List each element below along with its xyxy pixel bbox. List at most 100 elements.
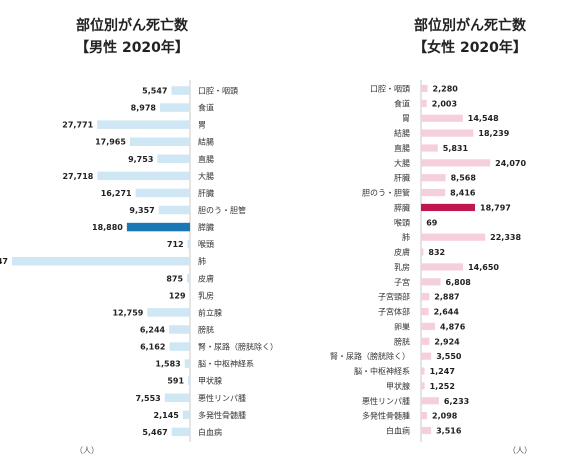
female-category-label: 膀胱 xyxy=(394,336,410,346)
male-bar xyxy=(129,137,190,146)
female-value-label: 1,247 xyxy=(430,367,455,376)
male-bar xyxy=(184,359,190,368)
male-value-label: 129 xyxy=(169,291,186,300)
male-bar xyxy=(171,427,190,437)
male-category-label: 甲状腺 xyxy=(198,376,222,386)
male-category-label: 胃 xyxy=(198,121,206,130)
female-category-label: 食道 xyxy=(394,98,410,108)
female-category-label: 腎・尿路（膀胱除く） xyxy=(330,351,410,361)
female-category-label: 口腔・咽頭 xyxy=(370,84,410,94)
male-category-label: 膀胱 xyxy=(198,324,214,334)
female-value-label: 14,650 xyxy=(468,263,499,272)
female-bar xyxy=(421,412,428,420)
female-value-label: 4,876 xyxy=(440,322,466,331)
female-bar xyxy=(421,174,446,182)
male-subtitle: 【男性 2020年】 xyxy=(75,39,189,56)
female-value-label: 18,797 xyxy=(480,203,511,212)
female-category-label: 皮膚 xyxy=(394,247,410,257)
male-category-label: 肝臓 xyxy=(198,188,214,198)
female-bar xyxy=(421,367,425,375)
female-unit-label: （人） xyxy=(508,446,532,455)
male-value-label: 27,718 xyxy=(62,172,93,181)
male-value-label: 27,771 xyxy=(62,121,93,130)
female-bar xyxy=(421,84,428,93)
female-bar xyxy=(421,352,432,360)
female-bar xyxy=(421,188,446,197)
male-bar xyxy=(157,154,190,164)
male-value-label: 591 xyxy=(167,377,184,386)
male-value-label: 6,244 xyxy=(140,325,166,334)
male-category-label: 悪性リンパ腫 xyxy=(198,393,246,403)
female-value-label: 5,831 xyxy=(443,144,469,153)
male-value-label: 53,247 xyxy=(0,257,8,266)
female-value-label: 2,644 xyxy=(434,308,460,317)
female-category-label: 卵巣 xyxy=(394,321,410,331)
male-category-label: 白血病 xyxy=(198,427,222,437)
male-category-label: 口腔・咽頭 xyxy=(198,86,238,96)
female-value-label: 3,516 xyxy=(436,427,462,436)
female-category-label: 胃 xyxy=(402,114,410,123)
male-value-label: 18,880 xyxy=(92,223,123,232)
female-bar xyxy=(421,144,438,152)
female-category-label: 悪性リンパ腫 xyxy=(362,396,410,406)
female-value-label: 14,548 xyxy=(468,114,499,123)
male-bar xyxy=(97,120,190,129)
male-bar xyxy=(126,222,190,232)
male-unit-label: （人） xyxy=(75,446,99,455)
female-value-label: 2,280 xyxy=(433,85,459,94)
male-value-label: 17,965 xyxy=(95,138,126,147)
male-value-label: 2,145 xyxy=(154,411,180,420)
male-value-label: 7,553 xyxy=(135,394,160,403)
female-bar xyxy=(421,114,463,122)
male-category-label: 膵臓 xyxy=(198,222,214,232)
male-bar xyxy=(188,376,190,385)
female-category-label: 子宮 xyxy=(394,277,410,287)
female-bar xyxy=(421,307,429,316)
male-value-label: 712 xyxy=(167,240,184,249)
female-bar xyxy=(421,322,436,331)
male-bar xyxy=(158,205,190,215)
male-category-label: 腎・尿路（膀胱除く） xyxy=(198,342,278,352)
male-bar xyxy=(97,171,190,181)
male-bar xyxy=(169,342,190,351)
female-bar xyxy=(421,293,430,301)
female-subtitle: 【女性 2020年】 xyxy=(413,39,527,56)
female-bar xyxy=(421,159,491,167)
female-category-label: 子宮頸部 xyxy=(378,292,410,302)
female-value-label: 6,808 xyxy=(446,278,472,287)
male-category-label: 肺 xyxy=(198,257,206,266)
male-category-label: 多発性骨髄腫 xyxy=(198,410,246,420)
male-bar xyxy=(182,410,190,420)
female-bar xyxy=(421,278,441,286)
male-value-label: 5,467 xyxy=(142,428,167,437)
female-category-label: 喉頭 xyxy=(394,217,410,227)
male-category-label: 脳・中枢神経系 xyxy=(198,359,254,369)
female-bar xyxy=(421,263,464,271)
male-bar xyxy=(12,256,190,266)
male-category-label: 結腸 xyxy=(198,137,214,147)
male-bar xyxy=(147,308,190,317)
female-category-label: 多発性骨髄腫 xyxy=(362,411,410,421)
male-category-label: 皮膚 xyxy=(198,273,214,283)
female-value-label: 832 xyxy=(428,248,445,257)
female-bar xyxy=(421,203,476,212)
female-value-label: 6,233 xyxy=(444,397,469,406)
female-title: 部位別がん死亡数 xyxy=(414,17,527,34)
male-value-label: 9,357 xyxy=(129,206,154,215)
male-value-label: 5,547 xyxy=(142,87,167,96)
male-category-label: 前立腺 xyxy=(198,307,222,317)
female-value-label: 2,887 xyxy=(434,293,459,302)
female-category-label: 直腸 xyxy=(394,143,410,153)
female-value-label: 22,338 xyxy=(490,233,521,242)
female-category-label: 大腸 xyxy=(394,158,410,168)
female-bar xyxy=(421,382,425,390)
female-category-label: 乳房 xyxy=(394,262,410,272)
female-value-label: 8,416 xyxy=(450,189,476,198)
male-bar xyxy=(171,86,190,95)
female-bar xyxy=(421,337,430,345)
male-category-label: 喉頭 xyxy=(198,239,214,249)
female-value-label: 2,924 xyxy=(434,337,460,346)
female-value-label: 8,568 xyxy=(451,174,477,183)
female-bar xyxy=(421,397,439,405)
female-category-label: 肝臓 xyxy=(394,173,410,183)
